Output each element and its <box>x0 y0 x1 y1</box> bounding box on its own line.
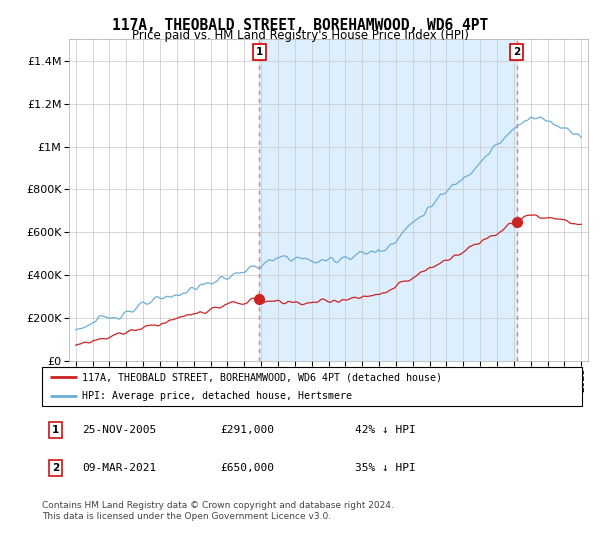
Text: 1: 1 <box>52 425 59 435</box>
Text: 117A, THEOBALD STREET, BOREHAMWOOD, WD6 4PT (detached house): 117A, THEOBALD STREET, BOREHAMWOOD, WD6 … <box>83 372 443 382</box>
Text: 35% ↓ HPI: 35% ↓ HPI <box>355 463 416 473</box>
Text: 09-MAR-2021: 09-MAR-2021 <box>83 463 157 473</box>
Text: 117A, THEOBALD STREET, BOREHAMWOOD, WD6 4PT: 117A, THEOBALD STREET, BOREHAMWOOD, WD6 … <box>112 18 488 33</box>
Text: 1: 1 <box>256 47 263 57</box>
Text: Contains HM Land Registry data © Crown copyright and database right 2024.
This d: Contains HM Land Registry data © Crown c… <box>42 501 394 521</box>
Text: £291,000: £291,000 <box>220 425 274 435</box>
Text: 25-NOV-2005: 25-NOV-2005 <box>83 425 157 435</box>
Text: £650,000: £650,000 <box>220 463 274 473</box>
Text: 2: 2 <box>52 463 59 473</box>
FancyBboxPatch shape <box>42 367 582 406</box>
Bar <box>259 39 517 361</box>
Text: 42% ↓ HPI: 42% ↓ HPI <box>355 425 416 435</box>
Text: Price paid vs. HM Land Registry's House Price Index (HPI): Price paid vs. HM Land Registry's House … <box>131 29 469 42</box>
Text: HPI: Average price, detached house, Hertsmere: HPI: Average price, detached house, Hert… <box>83 391 353 401</box>
Text: 2: 2 <box>513 47 520 57</box>
